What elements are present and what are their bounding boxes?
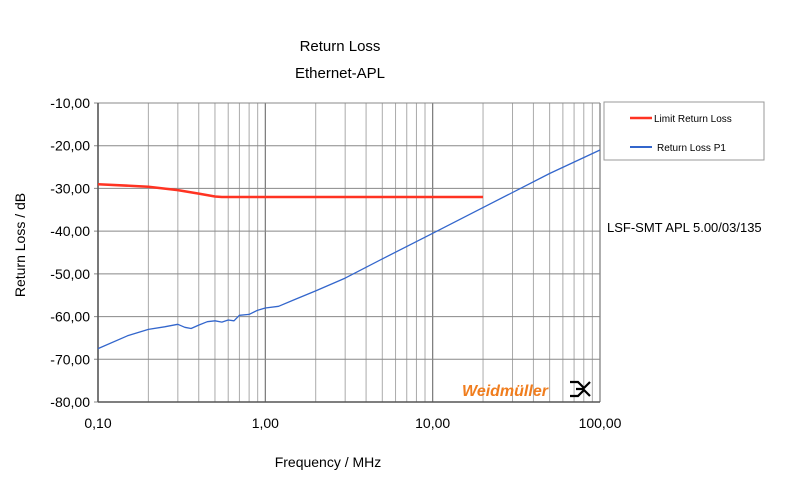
x-tick-label: 0,10 <box>84 415 111 431</box>
svg-text:Weidmüller: Weidmüller <box>462 383 549 400</box>
chart-subtitle: Ethernet-APL <box>295 65 385 82</box>
y-tick-label: -60,00 <box>50 309 90 325</box>
weidmuller-logo: Weidmüller <box>462 380 591 400</box>
legend-label-p1: Return Loss P1 <box>657 143 726 154</box>
tick-labels: -10,00 -20,00 -30,00 -40,00 -50,00 -60,00 -70,… <box>50 95 621 431</box>
series-lines <box>97 149 601 350</box>
y-axis-label: Return Loss / dB <box>12 193 28 297</box>
series-limit-return-loss <box>97 182 483 199</box>
series-return-loss-p1 <box>97 149 601 350</box>
y-tick-label: -80,00 <box>50 394 90 410</box>
y-tick-label: -30,00 <box>50 180 90 196</box>
product-annotation: LSF-SMT APL 5.00/03/135 <box>607 220 762 235</box>
y-tick-label: -70,00 <box>50 351 90 367</box>
legend-label-limit: Limit Return Loss <box>654 114 732 125</box>
x-axis-label: Frequency / MHz <box>275 454 382 470</box>
x-tick-label: 10,00 <box>415 415 450 431</box>
y-tick-label: -10,00 <box>50 95 90 111</box>
grid <box>94 102 601 403</box>
x-tick-label: 100,00 <box>579 415 622 431</box>
y-tick-label: -50,00 <box>50 266 90 282</box>
legend-box <box>603 101 765 161</box>
x-tick-label: 1,00 <box>252 415 279 431</box>
chart-title: Return Loss <box>300 38 381 55</box>
y-tick-label: -20,00 <box>50 138 90 154</box>
y-tick-label: -40,00 <box>50 223 90 239</box>
legend: Limit Return Loss Return Loss P1 <box>603 101 765 161</box>
